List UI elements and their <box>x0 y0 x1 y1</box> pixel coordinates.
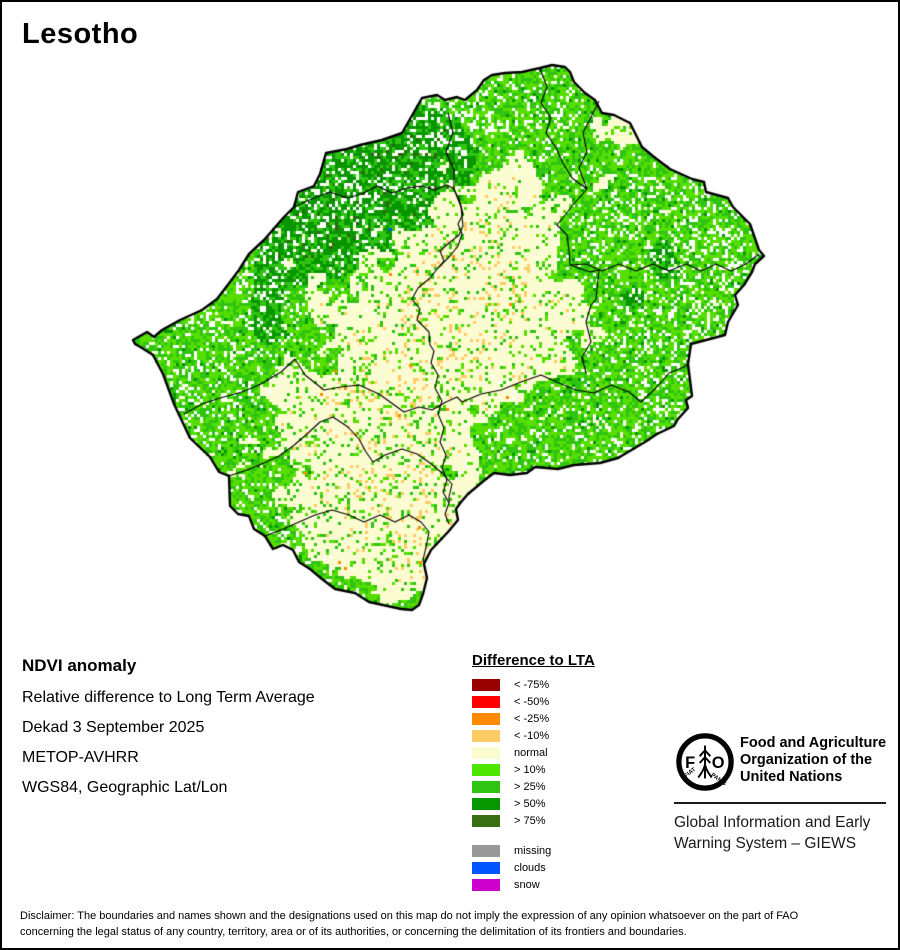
legend-label: > 25% <box>514 780 546 793</box>
fao-logo-icon: F O FIAT PANIS <box>676 733 734 791</box>
fao-logo-letter-f: F <box>685 754 695 772</box>
disclaimer-line: Disclaimer: The boundaries and names sho… <box>20 910 799 922</box>
legend-row: < -75% <box>472 676 595 693</box>
legend-label: < -10% <box>514 729 550 742</box>
legend: Difference to LTA < -75% < -50% < -25% < -1… <box>472 652 595 893</box>
info-line-dekad: Dekad 3 September 2025 <box>22 719 205 736</box>
legend-row: > 75% <box>472 812 595 829</box>
legend-label: missing <box>514 844 552 857</box>
legend-label: > 50% <box>514 797 546 810</box>
legend-color-swatch <box>472 746 500 759</box>
legend-color-swatch <box>472 814 500 827</box>
legend-label: normal <box>514 746 548 759</box>
legend-color-swatch <box>472 780 500 793</box>
legend-row: > 25% <box>472 778 595 795</box>
legend-row: < -10% <box>472 727 595 744</box>
legend-title: Difference to LTA <box>472 652 595 669</box>
legend-row: snow <box>472 876 595 893</box>
legend-label: clouds <box>514 861 546 874</box>
giews-line: Warning System – GIEWS <box>674 835 857 852</box>
legend-color-swatch <box>472 712 500 725</box>
legend-color-swatch <box>472 763 500 776</box>
legend-row: normal <box>472 744 595 761</box>
fao-org-line: United Nations <box>740 769 843 785</box>
page-title: Lesotho <box>22 18 139 50</box>
disclaimer-text: Disclaimer: The boundaries and names sho… <box>20 908 888 940</box>
giews-system-name: Global Information and Early Warning Sys… <box>674 812 870 854</box>
legend-rows: < -75% < -50% < -25% < -10% normal > 10% > 25%… <box>472 676 595 829</box>
info-line-product: Relative difference to Long Term Average <box>22 689 315 706</box>
fao-organization-name: Food and Agriculture Organization of the… <box>740 735 886 786</box>
legend-row: > 50% <box>472 795 595 812</box>
legend-label: > 75% <box>514 814 546 827</box>
legend-color-swatch <box>472 878 500 891</box>
legend-label: snow <box>514 878 540 891</box>
fao-logo-letter-o: O <box>712 754 725 772</box>
legend-row: < -50% <box>472 693 595 710</box>
legend-label: > 10% <box>514 763 546 776</box>
legend-row: missing <box>472 842 595 859</box>
info-line-sensor: METOP-AVHRR <box>22 749 139 766</box>
fao-org-line: Food and Agriculture <box>740 735 887 751</box>
info-line-projection: WGS84, Geographic Lat/Lon <box>22 779 228 796</box>
legend-gap <box>472 829 595 842</box>
legend-color-swatch <box>472 844 500 857</box>
giews-line: Global Information and Early <box>674 814 871 831</box>
fao-org-line: Organization of the <box>740 752 873 768</box>
legend-color-swatch <box>472 729 500 742</box>
legend-extra-rows: missing clouds snow <box>472 842 595 893</box>
disclaimer-line: concerning the legal status of any count… <box>20 926 687 938</box>
legend-row: < -25% <box>472 710 595 727</box>
legend-color-swatch <box>472 797 500 810</box>
fao-logo-wheat-ear <box>697 745 713 779</box>
info-heading: NDVI anomaly <box>22 656 137 675</box>
legend-color-swatch <box>472 678 500 691</box>
legend-label: < -25% <box>514 712 550 725</box>
legend-color-swatch <box>472 861 500 874</box>
map-info-block: NDVI anomaly Relative difference to Long… <box>22 656 315 809</box>
legend-label: < -50% <box>514 695 550 708</box>
legend-row: > 10% <box>472 761 595 778</box>
fao-separator-line <box>674 802 886 804</box>
legend-color-swatch <box>472 695 500 708</box>
legend-label: < -75% <box>514 678 550 691</box>
legend-row: clouds <box>472 859 595 876</box>
